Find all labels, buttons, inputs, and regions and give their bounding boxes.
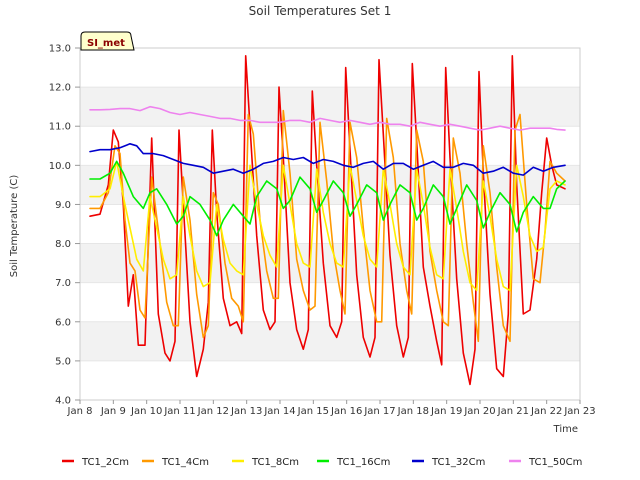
station-badge-shape bbox=[80, 31, 135, 51]
grid-band bbox=[80, 360, 580, 400]
x-tick-label: Jan 23 bbox=[563, 406, 595, 417]
x-tick-label: Jan 12 bbox=[197, 406, 229, 417]
series-line-TC1_32Cm bbox=[89, 143, 566, 176]
x-tick-label: Jan 16 bbox=[330, 406, 362, 417]
x-tick-label: Jan 22 bbox=[530, 406, 562, 417]
x-tick-label: Jan 15 bbox=[297, 406, 329, 417]
series-line-TC1_8Cm bbox=[89, 160, 566, 292]
x-tick-label: Jan 17 bbox=[363, 406, 395, 417]
series-lines bbox=[89, 54, 566, 386]
x-tick-label: Jan 11 bbox=[163, 406, 195, 417]
station-badge-text: SI_met bbox=[87, 38, 125, 49]
x-tick-label: Jan 20 bbox=[463, 406, 495, 417]
y-axis: 4.0 5.0 6.0 7.0 8.0 9.0 10.0 11.0 12.0 13.0 bbox=[49, 44, 80, 407]
y-tick-label: 9.0 bbox=[55, 200, 71, 211]
y-tick-label: 4.0 bbox=[55, 396, 71, 407]
x-tick-label: Jan 18 bbox=[397, 406, 429, 417]
x-tick-label: Jan 19 bbox=[430, 406, 462, 417]
y-axis-title: Soil Temperature (C) bbox=[9, 175, 20, 278]
x-tick-label: Jan 10 bbox=[130, 406, 162, 417]
y-tick-label: 5.0 bbox=[55, 356, 71, 367]
y-tick-label: 10.0 bbox=[49, 161, 71, 172]
legend-label-TC1_50Cm: TC1_50Cm bbox=[528, 457, 582, 468]
grid-band bbox=[80, 282, 580, 322]
y-tick-label: 11.0 bbox=[49, 122, 71, 133]
y-tick-label: 13.0 bbox=[49, 44, 71, 55]
grid-band bbox=[80, 48, 580, 88]
legend-label-TC1_32Cm: TC1_32Cm bbox=[431, 457, 485, 468]
y-tick-label: 8.0 bbox=[55, 239, 71, 250]
grid-band bbox=[80, 126, 580, 166]
x-tick-label: Jan 13 bbox=[230, 406, 262, 417]
grid-band bbox=[80, 243, 580, 283]
x-axis: Jan 8 Jan 9 Jan 10 Jan 11 Jan 12 Jan 13 Jan 14… bbox=[67, 400, 596, 417]
legend-label-TC1_8Cm: TC1_8Cm bbox=[251, 457, 299, 468]
series-line-TC1_4Cm bbox=[89, 109, 566, 343]
legend: TC1_2Cm TC1_4Cm TC1_8Cm TC1_16Cm TC1_32Cm TC1… bbox=[62, 457, 582, 468]
x-tick-label: Jan 14 bbox=[263, 406, 295, 417]
chart-title: Soil Temperatures Set 1 bbox=[249, 4, 392, 18]
x-tick-label: Jan 21 bbox=[497, 406, 529, 417]
x-tick-label: Jan 9 bbox=[100, 406, 126, 417]
y-tick-label: 7.0 bbox=[55, 278, 71, 289]
legend-label-TC1_16Cm: TC1_16Cm bbox=[336, 457, 390, 468]
series-line-TC1_50Cm bbox=[89, 105, 566, 131]
legend-label-TC1_2Cm: TC1_2Cm bbox=[81, 457, 129, 468]
x-axis-title: Time bbox=[553, 424, 578, 435]
y-tick-label: 6.0 bbox=[55, 317, 71, 328]
plot-frame bbox=[79, 47, 581, 401]
x-tick-label: Jan 8 bbox=[67, 406, 93, 417]
y-tick-label: 12.0 bbox=[49, 83, 71, 94]
station-badge: SI_met bbox=[80, 31, 135, 51]
legend-label-TC1_4Cm: TC1_4Cm bbox=[161, 457, 209, 468]
series-line-TC1_16Cm bbox=[89, 160, 566, 237]
